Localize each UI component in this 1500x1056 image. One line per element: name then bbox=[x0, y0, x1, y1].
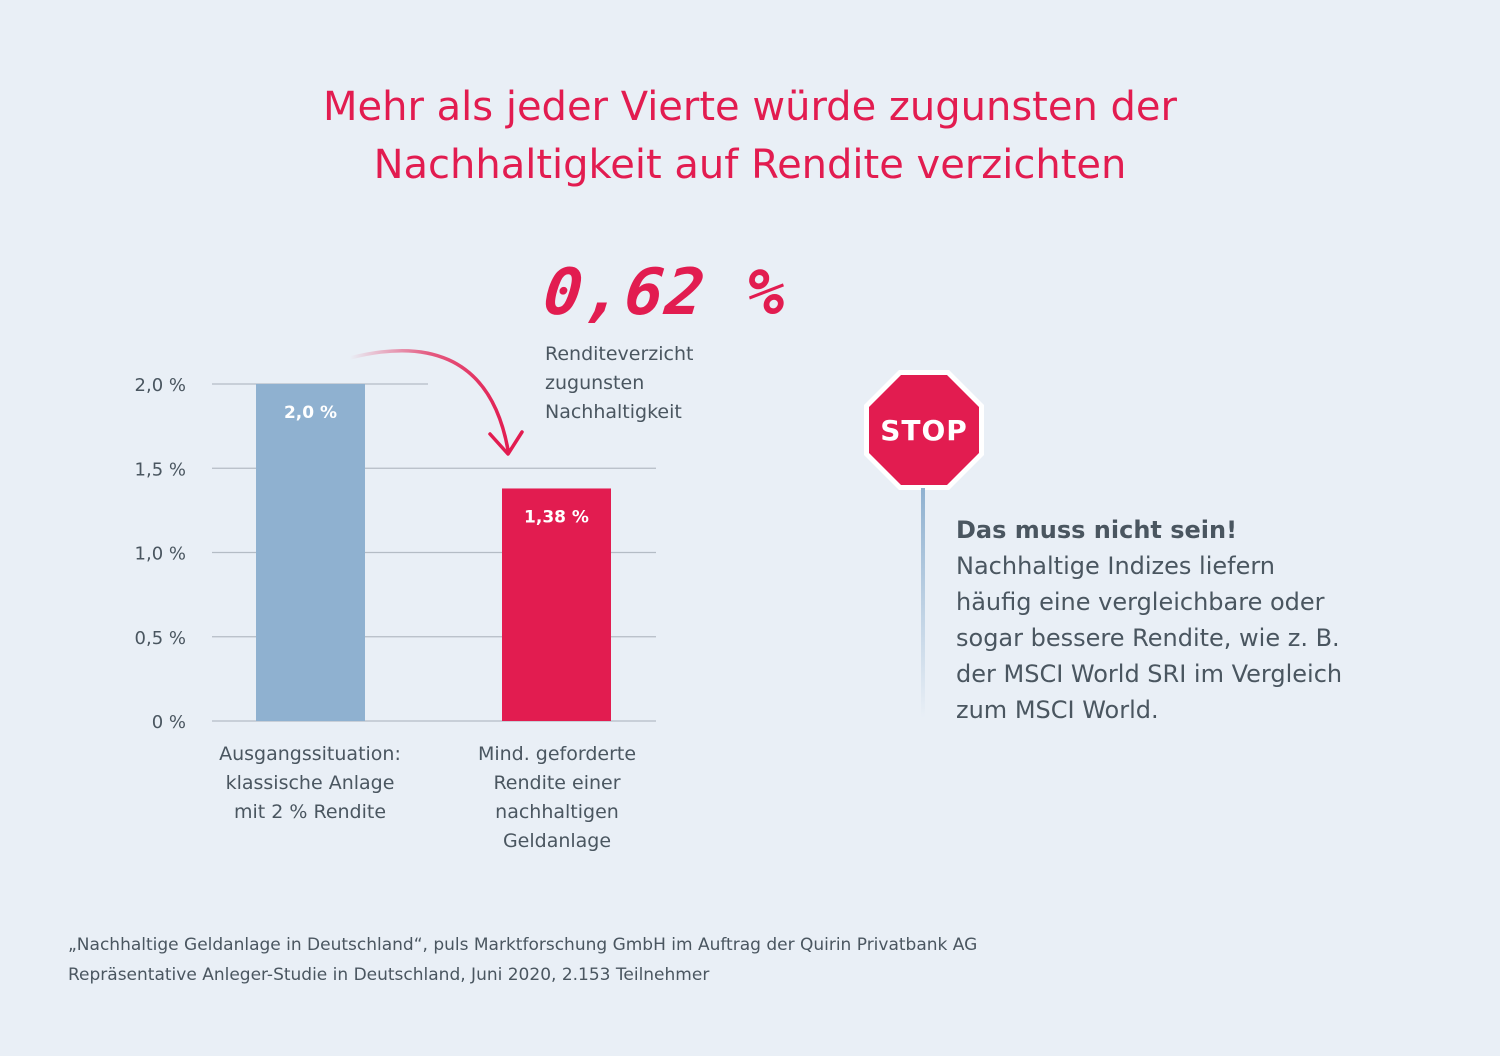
y-tick-label: 1,5 % bbox=[135, 459, 186, 480]
bar bbox=[256, 384, 365, 721]
stop-sign-text: STOP bbox=[880, 414, 968, 447]
caption-line: zugunsten bbox=[545, 372, 645, 394]
bar bbox=[502, 488, 611, 721]
stop-sign-icon: STOP bbox=[864, 370, 984, 490]
stop-body: Nachhaltige Indizes liefern häufig eine … bbox=[956, 548, 1436, 728]
title-line-2: Nachhaltigkeit auf Rendite verzichten bbox=[373, 142, 1127, 188]
stop-body-line: Nachhaltige Indizes liefern bbox=[956, 552, 1276, 580]
stop-body-line: häufig eine vergleichbare oder bbox=[956, 588, 1325, 616]
stop-body-line: sogar bessere Rendite, wie z. B. bbox=[956, 624, 1340, 652]
stop-sign-pole bbox=[921, 488, 925, 718]
category-label-line: Mind. geforderte bbox=[477, 743, 637, 765]
category-label-line: nachhaltigen bbox=[495, 801, 619, 823]
title-line-1: Mehr als jeder Vierte würde zugunsten de… bbox=[323, 84, 1177, 130]
annotation-arrow bbox=[348, 348, 524, 456]
page-title: Mehr als jeder Vierte würde zugunsten de… bbox=[0, 78, 1500, 194]
arrow-head-icon bbox=[488, 430, 524, 456]
stop-message: Das muss nicht sein! Nachhaltige Indizes… bbox=[956, 512, 1436, 728]
y-tick-label: 1,0 % bbox=[135, 544, 186, 565]
caption-line: Renditeverzicht bbox=[545, 343, 694, 365]
y-tick-label: 0,5 % bbox=[135, 628, 186, 649]
source-note: „Nachhaltige Geldanlage in Deutschland“,… bbox=[68, 930, 1268, 990]
bar-value-label: 1,38 % bbox=[524, 507, 589, 527]
curved-arrow-icon bbox=[348, 348, 510, 452]
renditeverzicht-caption: Renditeverzicht zugunsten Nachhaltigkeit bbox=[545, 340, 745, 427]
y-axis-ticks: 0 % 0,5 % 1,0 % 1,5 % 2,0 % bbox=[135, 375, 186, 733]
y-tick-label: 2,0 % bbox=[135, 375, 186, 396]
stop-heading: Das muss nicht sein! bbox=[956, 516, 1238, 544]
category-label-line: mit 2 % Rendite bbox=[233, 801, 387, 823]
source-line-2: Repräsentative Anleger-Studie in Deutsch… bbox=[68, 965, 710, 985]
bar-value-label: 2,0 % bbox=[284, 403, 337, 423]
caption-line: Nachhaltigkeit bbox=[545, 401, 682, 423]
category-label-sustainable: Mind. geforderte Rendite einer nachhaltige… bbox=[437, 740, 677, 856]
source-line-1: „Nachhaltige Geldanlage in Deutschland“,… bbox=[68, 935, 978, 955]
bars: 2,0 % 1,38 % bbox=[256, 384, 611, 721]
stop-body-line: zum MSCI World. bbox=[956, 696, 1159, 724]
y-tick-label: 0 % bbox=[152, 712, 186, 733]
stop-body-line: der MSCI World SRI im Vergleich bbox=[956, 660, 1343, 688]
category-label-line: Geldanlage bbox=[502, 830, 612, 852]
renditeverzicht-value: 0,62 % bbox=[540, 256, 792, 330]
category-label-line: Ausgangssituation: bbox=[219, 743, 401, 765]
category-label-line: Rendite einer bbox=[493, 772, 621, 794]
category-label-baseline: Ausgangssituation: klassische Anlage mit 2… bbox=[190, 740, 430, 827]
category-label-line: klassische Anlage bbox=[225, 772, 395, 794]
